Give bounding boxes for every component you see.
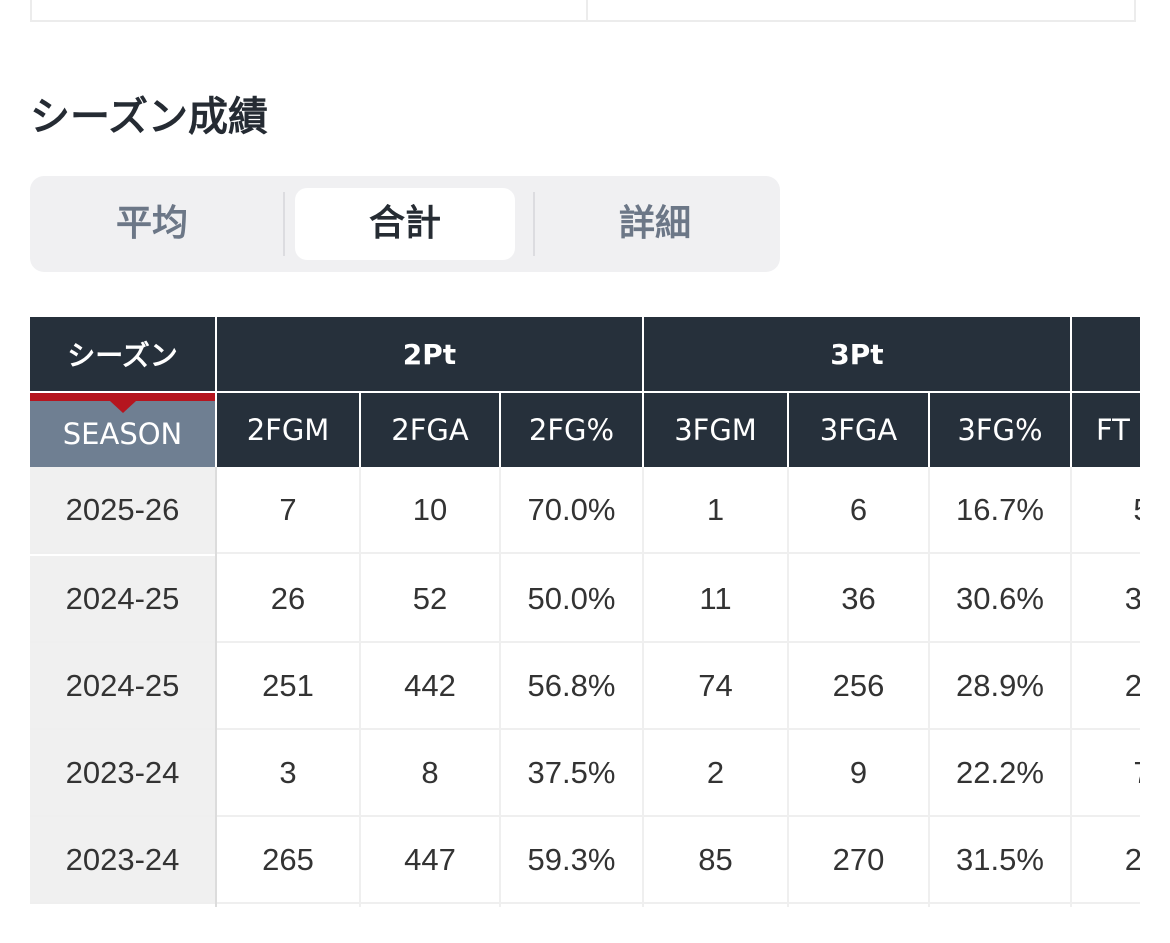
table-cell: 7 <box>217 467 359 554</box>
table-cell: 251 <box>217 643 359 730</box>
table-cell: 70.0% <box>501 467 642 554</box>
table-cell: 447 <box>361 817 499 904</box>
column-header: 2FG% <box>501 393 642 467</box>
header-3pt-group: 3Pt <box>644 317 1070 391</box>
table-cell: 6 <box>789 467 928 554</box>
row-season: 2025-26 <box>30 467 215 554</box>
row-season: 2023-24 <box>30 730 215 817</box>
table-cell: 30.6% <box>930 556 1070 643</box>
indicator-triangle-icon <box>110 401 136 413</box>
season-stats-table: シーズン 2Pt 3Pt SEASON 2FGM 2FGA 2FG% 3FGM 3FGA 3FG%… <box>30 317 1140 907</box>
table-cell: 3 <box>217 730 359 817</box>
table-cell: 265 <box>217 817 359 904</box>
tab-2[interactable]: 詳細 <box>618 203 691 244</box>
tab-0[interactable]: 平均 <box>115 203 188 244</box>
row-season: 2023-24 <box>30 817 215 904</box>
table-cell: 29 <box>1072 817 1140 904</box>
table-cell: 22.2% <box>930 730 1070 817</box>
table-cell: 50.0% <box>501 556 642 643</box>
table-cell: 59.3% <box>501 817 642 904</box>
header-ft-group <box>1072 317 1140 391</box>
table-cell: 16.7% <box>930 467 1070 554</box>
tab-1[interactable]: 合計 <box>295 188 515 260</box>
table-cell: 442 <box>361 643 499 730</box>
table-cell: 26 <box>217 556 359 643</box>
table-cell: 56.8% <box>501 643 642 730</box>
section-title: シーズン成績 <box>30 94 268 140</box>
column-header: 3FGA <box>789 393 928 467</box>
header-season: SEASON <box>30 393 215 467</box>
table-cell: 1 <box>644 467 787 554</box>
table-cell: 74 <box>644 643 787 730</box>
column-header: 2FGA <box>361 393 499 467</box>
column-header: FT <box>1072 393 1140 467</box>
column-header: 2FGM <box>217 393 359 467</box>
row-season: 2024-25 <box>30 556 215 643</box>
table-cell: 37.5% <box>501 730 642 817</box>
table-cell: 10 <box>361 467 499 554</box>
table-cell: 270 <box>789 817 928 904</box>
table-cell: 5 <box>1072 467 1140 554</box>
header-2pt-group: 2Pt <box>217 317 642 391</box>
row-season: 2024-25 <box>30 643 215 730</box>
table-cell: 39 <box>1072 556 1140 643</box>
table-cell: 36 <box>789 556 928 643</box>
season-label: SEASON <box>62 417 183 451</box>
table-cell: 85 <box>644 817 787 904</box>
column-header: 3FGM <box>644 393 787 467</box>
table-cell: 31.5% <box>930 817 1070 904</box>
table-cell: 28.9% <box>930 643 1070 730</box>
table-cell: 7 <box>1072 730 1140 817</box>
table-cell: 2 <box>644 730 787 817</box>
column-header: 3FG% <box>930 393 1070 467</box>
stats-mode-tabs: 平均 合計 詳細 <box>30 176 780 272</box>
header-season-group: シーズン <box>30 317 215 391</box>
table-cell: 9 <box>789 730 928 817</box>
table-cell: 8 <box>361 730 499 817</box>
table-cell: 52 <box>361 556 499 643</box>
table-cell: 256 <box>789 643 928 730</box>
previous-section-box <box>30 0 1136 22</box>
table-cell: 29 <box>1072 643 1140 730</box>
table-cell: 11 <box>644 556 787 643</box>
